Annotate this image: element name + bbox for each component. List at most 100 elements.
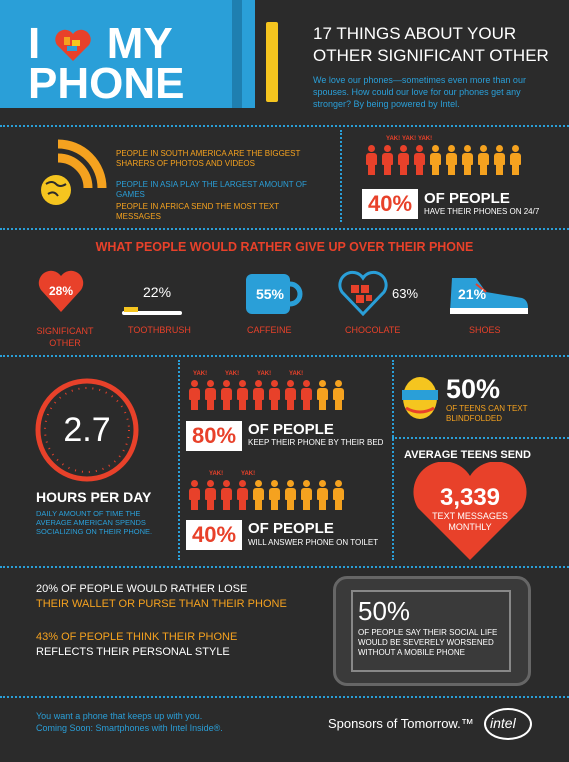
style-line1: 43% OF PEOPLE THINK THEIR PHONE [36, 631, 238, 643]
give-up-label-toothbrush: TOOTHBRUSH [128, 325, 191, 335]
person-icon [188, 480, 201, 510]
phone-screen [351, 590, 511, 672]
blindfold-label: OF TEENS CAN TEXT BLINDFOLDED [446, 404, 528, 423]
person-icon: YAK! [204, 471, 223, 510]
give-up-percent-significant-other: 28% [48, 284, 74, 298]
person-icon: YAK! [413, 136, 432, 175]
percent-bed: 80% [186, 421, 242, 451]
give-up-label-caffeine: CAFFEINE [247, 325, 292, 335]
big-heart-icon [410, 461, 530, 562]
person-icon [236, 380, 249, 410]
people-row-bed: YAK! YAK! YAK! YAK! [188, 371, 388, 412]
divider [0, 566, 569, 568]
give-up-label-shoes: SHOES [469, 325, 501, 335]
give-up-percent-caffeine: 55% [255, 286, 285, 302]
divider [0, 125, 569, 127]
person-icon [204, 380, 217, 410]
hours-label: HOURS PER DAY [36, 489, 152, 505]
percent-24-7: 40% [362, 189, 418, 219]
divider [392, 437, 569, 439]
clock-icon [34, 377, 140, 483]
divider [0, 228, 569, 230]
teens-label: TEXT MESSAGES MONTHLY [432, 511, 508, 532]
hours-desc: DAILY AMOUNT OF TIME THE AVERAGE AMERICA… [36, 509, 153, 536]
person-icon [268, 380, 281, 410]
intel-logo [484, 708, 532, 740]
person-icon [332, 380, 345, 410]
person-icon [300, 480, 313, 510]
people-row-toilet: YAK! YAK! [188, 471, 388, 512]
divider [392, 360, 394, 560]
region-africa: PEOPLE IN AFRICA SEND THE MOST TEXT MESS… [116, 202, 280, 221]
label-24-7-top: OF PEOPLE [424, 190, 510, 207]
logo-banner [0, 0, 255, 108]
shoe-icon [446, 274, 530, 316]
person-icon: YAK! [284, 371, 303, 410]
label-bed-bottom: KEEP THEIR PHONE BY THEIR BED [248, 438, 384, 447]
person-icon: YAK! [236, 471, 255, 510]
percent-toilet: 40% [186, 520, 242, 550]
footer-line1: You want a phone that keeps up with you. [36, 711, 203, 721]
give-up-percent-chocolate: 63% [392, 286, 419, 301]
footer-line2: Coming Soon: Smartphones with Intel Insi… [36, 723, 223, 733]
person-icon [429, 145, 442, 175]
mug-icon [242, 272, 304, 316]
person-icon [284, 480, 297, 510]
phone-frame [333, 576, 531, 686]
logo-text-line1: I MY [28, 22, 173, 66]
social-desc: OF PEOPLE SAY THEIR SOCIAL LIFE WOULD BE… [358, 628, 498, 657]
label-toilet-top: OF PEOPLE [248, 520, 334, 537]
person-icon [461, 145, 474, 175]
person-icon: YAK! [252, 371, 271, 410]
person-icon: YAK! [397, 136, 416, 175]
logo-phone-edge [266, 22, 278, 102]
person-icon [493, 145, 506, 175]
logo-i: I [28, 19, 41, 68]
blindfold-percent: 50% [446, 374, 501, 404]
person-icon [316, 380, 329, 410]
intro-text: We love our phones—sometimes even more t… [313, 75, 526, 109]
label-24-7-bottom: HAVE THEIR PHONES ON 24/7 [424, 207, 540, 216]
label-toilet-bottom: WILL ANSWER PHONE ON TOILET [248, 538, 379, 547]
person-icon [268, 480, 281, 510]
person-icon [316, 480, 329, 510]
wallet-line1: 20% OF PEOPLE WOULD RATHER LOSE [36, 583, 248, 595]
wallet-line2: THEIR WALLET OR PURSE THAN THEIR PHONE [36, 598, 287, 610]
person-icon: YAK! [220, 371, 239, 410]
person-icon [365, 145, 378, 175]
give-up-percent-shoes: 21% [458, 286, 487, 302]
page-title-line2: OTHER SIGNIFICANT OTHER [313, 46, 549, 65]
rss-icon [36, 138, 108, 210]
person-icon [509, 145, 522, 175]
logo-shadow [232, 0, 242, 108]
region-south-america: PEOPLE IN SOUTH AMERICA ARE THE BIGGEST … [116, 149, 301, 168]
person-icon [252, 480, 265, 510]
style-line2: REFLECTS THEIR PERSONAL STYLE [36, 646, 230, 658]
divider [340, 130, 342, 222]
logo-text-line2: PHONE [28, 59, 185, 108]
blindfold-face-icon [400, 372, 440, 422]
label-bed-top: OF PEOPLE [248, 421, 334, 438]
toothbrush-icon [122, 304, 186, 315]
person-icon [220, 480, 233, 510]
give-up-label-chocolate: CHOCOLATE [345, 325, 401, 335]
region-asia: PEOPLE IN ASIA PLAY THE LARGEST AMOUNT O… [116, 180, 307, 199]
heart-icon [37, 268, 85, 314]
person-icon: YAK! [381, 136, 400, 175]
person-icon [477, 145, 490, 175]
social-percent: 50% [358, 596, 411, 626]
people-row-24-7: YAK! YAK! YAK! [365, 136, 555, 177]
person-icon [300, 380, 313, 410]
person-icon [332, 480, 345, 510]
page-title-line1: 17 THINGS ABOUT YOUR [313, 24, 517, 43]
give-up-percent-toothbrush: 22% [143, 284, 172, 300]
intel-logo-text: intel [490, 715, 516, 731]
teens-heading: AVERAGE TEENS SEND [404, 449, 531, 461]
divider [178, 360, 180, 560]
teens-value: 3,339 [439, 484, 501, 511]
give-up-heading: WHAT PEOPLE WOULD RATHER GIVE UP OVER TH… [95, 240, 474, 254]
chocolate-heart-icon [338, 270, 388, 317]
logo-heart-icon [54, 26, 92, 61]
give-up-label-significant-other: SIGNIFICANT OTHER [36, 326, 94, 348]
divider [0, 696, 569, 698]
